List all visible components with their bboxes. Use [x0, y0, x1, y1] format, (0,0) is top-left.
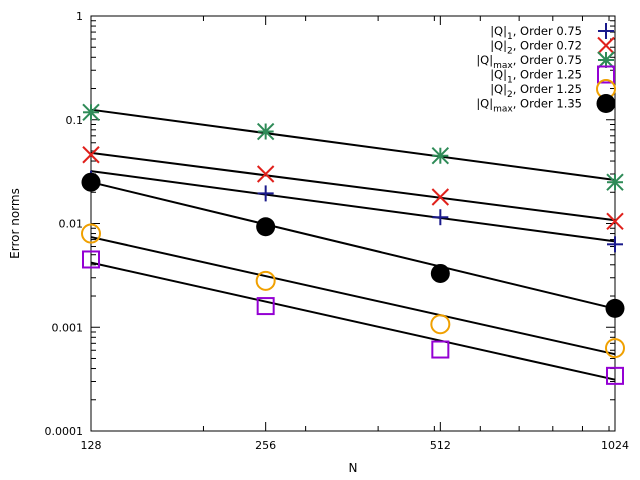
- marker-cross: [431, 188, 450, 206]
- marker-star: [606, 173, 624, 191]
- marker-disc: [256, 217, 276, 237]
- y-tick-label: 0.0001: [45, 425, 84, 438]
- marker-cross: [597, 36, 615, 55]
- fit-line: [90, 108, 616, 181]
- x-axis-title: N: [349, 461, 358, 475]
- fit-line: [90, 236, 616, 356]
- y-tick-label: 0.01: [59, 218, 84, 231]
- y-tick-label: 1: [76, 10, 83, 23]
- x-tick-label: 256: [255, 439, 276, 452]
- legend-label: |Q|1, Order 0.75: [490, 24, 582, 42]
- marker-cross: [256, 165, 275, 183]
- data-points: [81, 103, 625, 385]
- marker-plus: [257, 185, 274, 202]
- marker-disc: [81, 172, 101, 192]
- legend: |Q|1, Order 0.75|Q|2, Order 0.72|Q|max, …: [476, 23, 616, 115]
- legend-label: |Q|2, Order 0.72: [490, 39, 582, 57]
- y-tick-label: 0.1: [66, 114, 84, 127]
- marker-star: [431, 147, 450, 165]
- fit-line: [90, 181, 616, 310]
- marker-star: [597, 51, 615, 69]
- x-tick-label: 1024: [601, 439, 629, 452]
- marker-star: [256, 122, 275, 141]
- fit-line: [90, 170, 616, 243]
- y-axis-title: Error norms: [8, 188, 22, 259]
- marker-circle: [255, 270, 276, 291]
- y-tick-label: 0.001: [52, 321, 84, 334]
- fit-lines: [90, 108, 616, 381]
- marker-disc: [605, 298, 625, 318]
- legend-label: |Q|2, Order 1.25: [490, 82, 582, 100]
- marker-plus: [598, 23, 614, 39]
- marker-square: [431, 340, 450, 359]
- fit-line: [90, 261, 616, 381]
- fit-line: [90, 151, 616, 222]
- marker-cross: [606, 212, 624, 231]
- marker-star: [82, 103, 100, 121]
- x-tick-label: 128: [81, 439, 102, 452]
- marker-disc: [430, 263, 450, 283]
- marker-plus: [607, 236, 623, 253]
- marker-square: [256, 297, 275, 316]
- marker-disc: [596, 94, 616, 113]
- marker-square: [606, 366, 624, 385]
- legend-label: |Q|max, Order 1.35: [476, 97, 582, 115]
- legend-label: |Q|max, Order 0.75: [476, 53, 582, 71]
- marker-square: [597, 65, 615, 84]
- marker-circle: [605, 338, 625, 359]
- x-tick-label: 512: [430, 439, 451, 452]
- marker-plus: [432, 209, 449, 226]
- marker-square: [82, 250, 100, 269]
- marker-cross: [82, 146, 100, 164]
- axis-ticks: 0.0001 0.001 0.01 0.1 1 128 256 512 1024: [45, 10, 630, 452]
- marker-circle: [430, 314, 451, 335]
- legend-label: |Q|1, Order 1.25: [490, 68, 582, 86]
- marker-circle: [81, 223, 101, 244]
